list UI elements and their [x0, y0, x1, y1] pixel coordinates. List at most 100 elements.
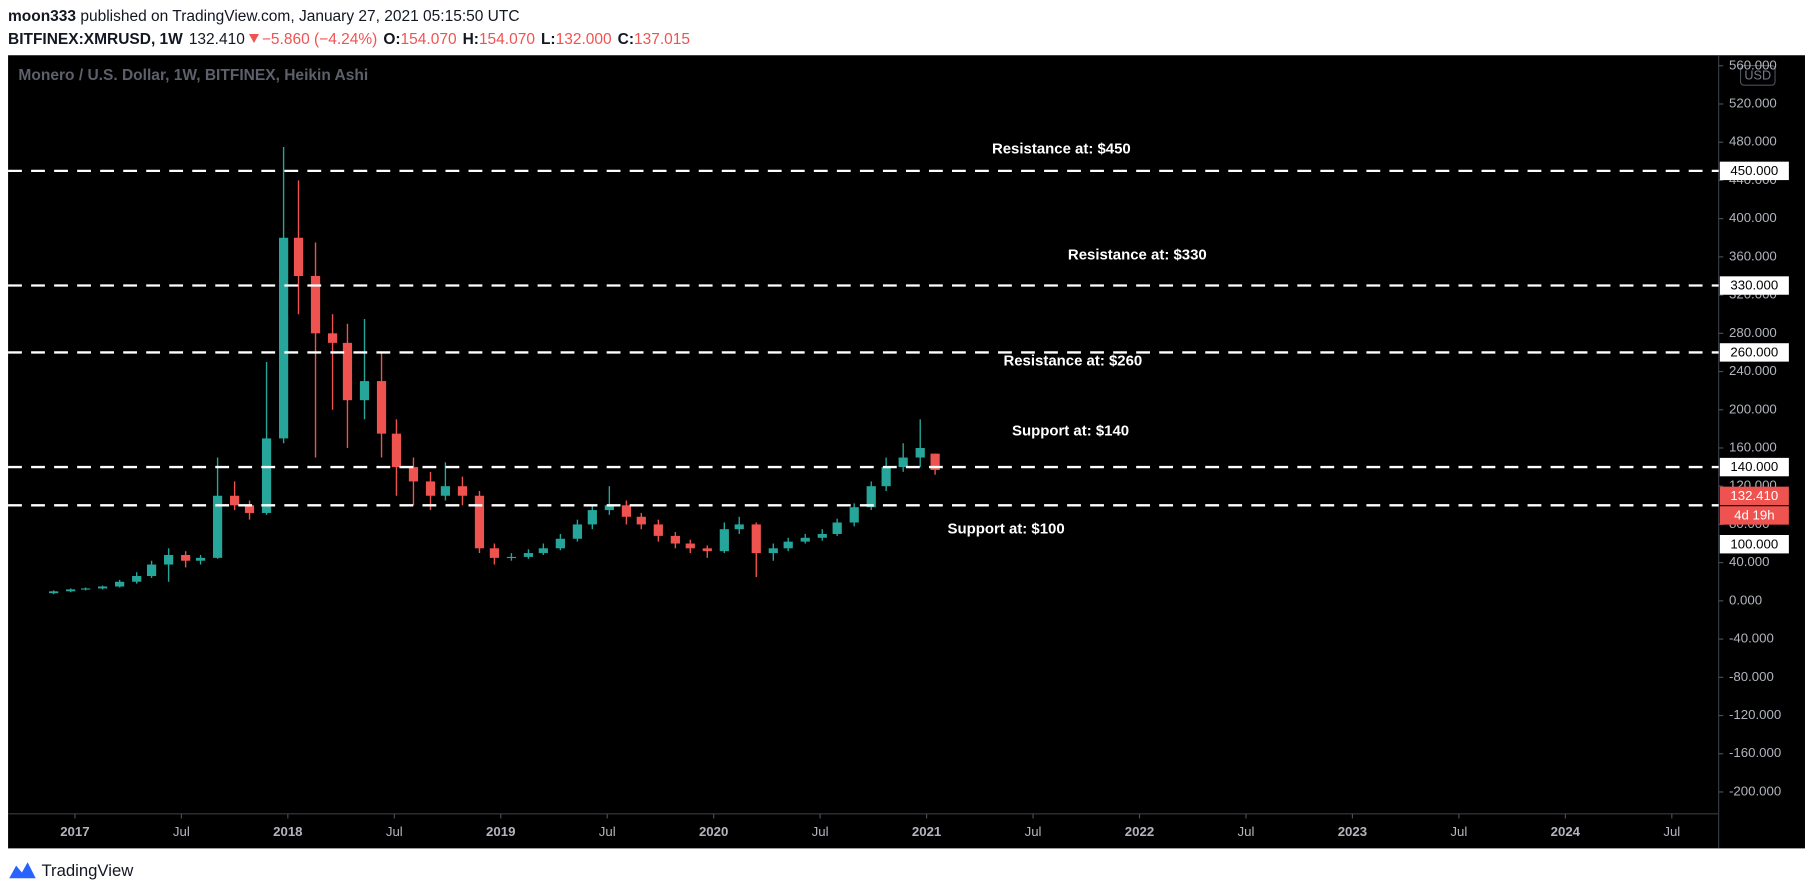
x-tick-label: Jul — [1025, 824, 1042, 839]
candle-body — [702, 548, 712, 552]
candle-body — [376, 381, 387, 434]
countdown-bg — [1719, 506, 1789, 525]
level-price-label-group: 260.000 — [1719, 343, 1789, 362]
y-tick-label: -160.000 — [1729, 745, 1781, 760]
x-tick-label: 2019 — [486, 824, 515, 839]
candle-body — [734, 524, 744, 530]
level-price-label-bg — [1719, 276, 1789, 295]
x-tick-label: 2024 — [1551, 824, 1581, 839]
y-tick-label: 0.000 — [1729, 592, 1762, 607]
candle-body — [425, 481, 436, 496]
candle-body — [930, 453, 940, 470]
level-price-label-group: 100.000 — [1719, 535, 1789, 554]
y-tick-label: -40.000 — [1729, 631, 1774, 646]
x-tick-label: Jul — [386, 824, 403, 839]
level-price-label: 450.000 — [1730, 163, 1778, 178]
candle-body — [881, 467, 891, 487]
level-annotation: Resistance at: $330 — [1068, 247, 1207, 264]
level-price-label: 100.000 — [1730, 536, 1778, 551]
y-tick-label: 280.000 — [1729, 325, 1777, 340]
x-tick-label: Jul — [1238, 824, 1255, 839]
candle-body — [538, 548, 548, 554]
y-tick-label: 360.000 — [1729, 248, 1777, 263]
y-tick-label: -80.000 — [1729, 669, 1774, 684]
candle-body — [164, 554, 174, 565]
x-tick-label: 2022 — [1125, 824, 1154, 839]
candle-body — [261, 438, 272, 513]
candle-body — [817, 533, 827, 538]
last-price: 132.410 — [188, 31, 245, 48]
last-price-label: 132.410 — [1730, 488, 1778, 503]
y-tick-label: 560.000 — [1729, 57, 1777, 72]
candle-body — [866, 486, 876, 508]
y-tick-label: 480.000 — [1729, 134, 1777, 149]
level-price-label-group: 450.000 — [1719, 161, 1789, 181]
y-tick-label: 240.000 — [1729, 363, 1777, 378]
candle-body — [783, 541, 793, 549]
x-tick-label: 2023 — [1338, 824, 1367, 839]
y-tick-label: 40.000 — [1729, 554, 1769, 569]
candle-body — [132, 576, 142, 582]
candle-body — [800, 537, 810, 542]
level-annotation: Support at: $100 — [948, 520, 1065, 537]
candle-body — [244, 505, 255, 513]
level-price-label-group: 140.000 — [1719, 457, 1789, 477]
candle-body — [489, 548, 499, 558]
time-axis-background — [8, 813, 1719, 849]
candle-body — [66, 589, 76, 592]
header: moon333 published on TradingView.com, Ja… — [8, 5, 690, 51]
candle-body — [653, 524, 663, 536]
x-tick-label: 2018 — [273, 824, 302, 839]
low-label: L: — [540, 31, 556, 48]
level-price-label-bg — [1719, 343, 1789, 362]
open-value: 154.070 — [400, 31, 457, 48]
published-info: published on TradingView.com, January 27… — [80, 8, 520, 25]
candle-body — [212, 495, 223, 558]
level-price-label-bg — [1719, 161, 1789, 181]
candle-body — [310, 275, 321, 334]
candle-body — [915, 447, 925, 458]
candle-body — [278, 237, 289, 439]
candle-body — [49, 591, 59, 594]
candle-body — [587, 510, 597, 525]
symbol: BITFINEX:XMRUSD, 1W — [8, 31, 183, 48]
candle-body — [832, 522, 842, 534]
candle-body — [670, 535, 680, 544]
x-tick-label: Jul — [1663, 824, 1680, 839]
last-price-label-group: 132.410 4d 19h — [1719, 486, 1789, 525]
candle-body — [115, 581, 125, 587]
candle-body — [621, 505, 631, 517]
countdown: 4d 19h — [1734, 508, 1774, 523]
candle-body — [98, 586, 108, 589]
x-tick-label: 2021 — [912, 824, 941, 839]
candle-body — [636, 516, 646, 525]
candle-body — [327, 333, 338, 343]
candle-body — [523, 553, 534, 557]
x-tick-label: Jul — [173, 824, 190, 839]
candle-body — [457, 486, 468, 496]
candle-body — [293, 237, 304, 276]
brand-name: TradingView — [41, 861, 134, 880]
candle-body — [849, 507, 859, 523]
candle-body — [80, 588, 91, 590]
price-axis-background — [1718, 55, 1805, 849]
x-tick-label: 2017 — [60, 824, 89, 839]
x-tick-label: Jul — [599, 824, 616, 839]
level-annotation: Support at: $140 — [1012, 423, 1129, 440]
publish-line: moon333 published on TradingView.com, Ja… — [8, 5, 690, 28]
currency-label: USD — [1744, 68, 1771, 82]
candle-body — [555, 538, 565, 549]
candle-body — [342, 342, 353, 401]
logo — [9, 862, 36, 879]
change: −5.860 (−4.24%) — [261, 31, 378, 48]
x-tick-label: Jul — [812, 824, 829, 839]
logo-icon — [9, 862, 36, 879]
candle-body — [359, 381, 370, 401]
level-annotation: Resistance at: $450 — [992, 141, 1131, 158]
level-price-label: 260.000 — [1730, 344, 1778, 359]
candle-body — [604, 505, 614, 511]
level-price-label: 330.000 — [1730, 278, 1778, 293]
publisher: moon333 — [8, 8, 77, 25]
y-tick-label: 400.000 — [1729, 210, 1777, 225]
